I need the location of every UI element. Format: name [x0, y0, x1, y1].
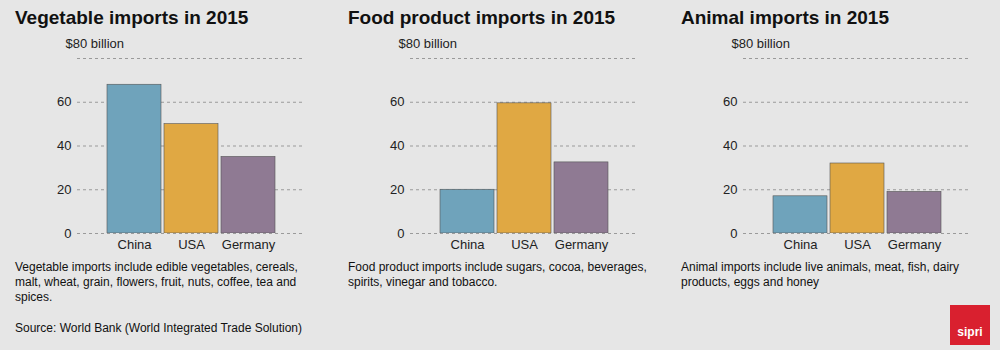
html-text:sipri: sipri	[957, 325, 983, 339]
html-text:Vegetable imports in 2015: Vegetable imports in 2015	[15, 7, 249, 28]
svg-text:20: 20	[57, 182, 71, 197]
svg-text:USA: USA	[178, 237, 205, 252]
svg-text:40: 40	[390, 138, 404, 153]
svg-text:0: 0	[730, 226, 737, 241]
svg-text:20: 20	[390, 182, 404, 197]
svg-text:20: 20	[723, 182, 737, 197]
html-text:Animal imports include live an: Animal imports include live animals, mea…	[681, 260, 960, 289]
svg-text:China: China	[451, 237, 486, 252]
svg-text:USA: USA	[511, 237, 538, 252]
svg-text:$80 billion: $80 billion	[399, 36, 458, 51]
svg-text:60: 60	[723, 94, 737, 109]
html-text:Food product imports in 2015: Food product imports in 2015	[348, 7, 616, 28]
svg-text:Germany: Germany	[555, 237, 609, 252]
html-text:Vegetable imports include edib: Vegetable imports include edible vegetab…	[15, 260, 298, 304]
svg-text:$80 billion: $80 billion	[66, 36, 125, 51]
svg-text:0: 0	[397, 226, 404, 241]
svg-text:$80 billion: $80 billion	[732, 36, 791, 51]
svg-text:60: 60	[57, 94, 71, 109]
svg-text:China: China	[784, 237, 819, 252]
html-text:Food product imports include s: Food product imports include sugars, coc…	[348, 260, 647, 289]
svg-text:USA: USA	[844, 237, 871, 252]
svg-text:Germany: Germany	[222, 237, 276, 252]
html-text:Animal imports in 2015: Animal imports in 2015	[681, 7, 889, 28]
svg-text:60: 60	[390, 94, 404, 109]
svg-text:China: China	[118, 237, 153, 252]
html-text:Source: World Bank (World Inte: Source: World Bank (World Integrated Tra…	[15, 321, 302, 335]
svg-text:0: 0	[64, 226, 71, 241]
svg-text:40: 40	[57, 138, 71, 153]
svg-text:Germany: Germany	[888, 237, 942, 252]
svg-text:40: 40	[723, 138, 737, 153]
